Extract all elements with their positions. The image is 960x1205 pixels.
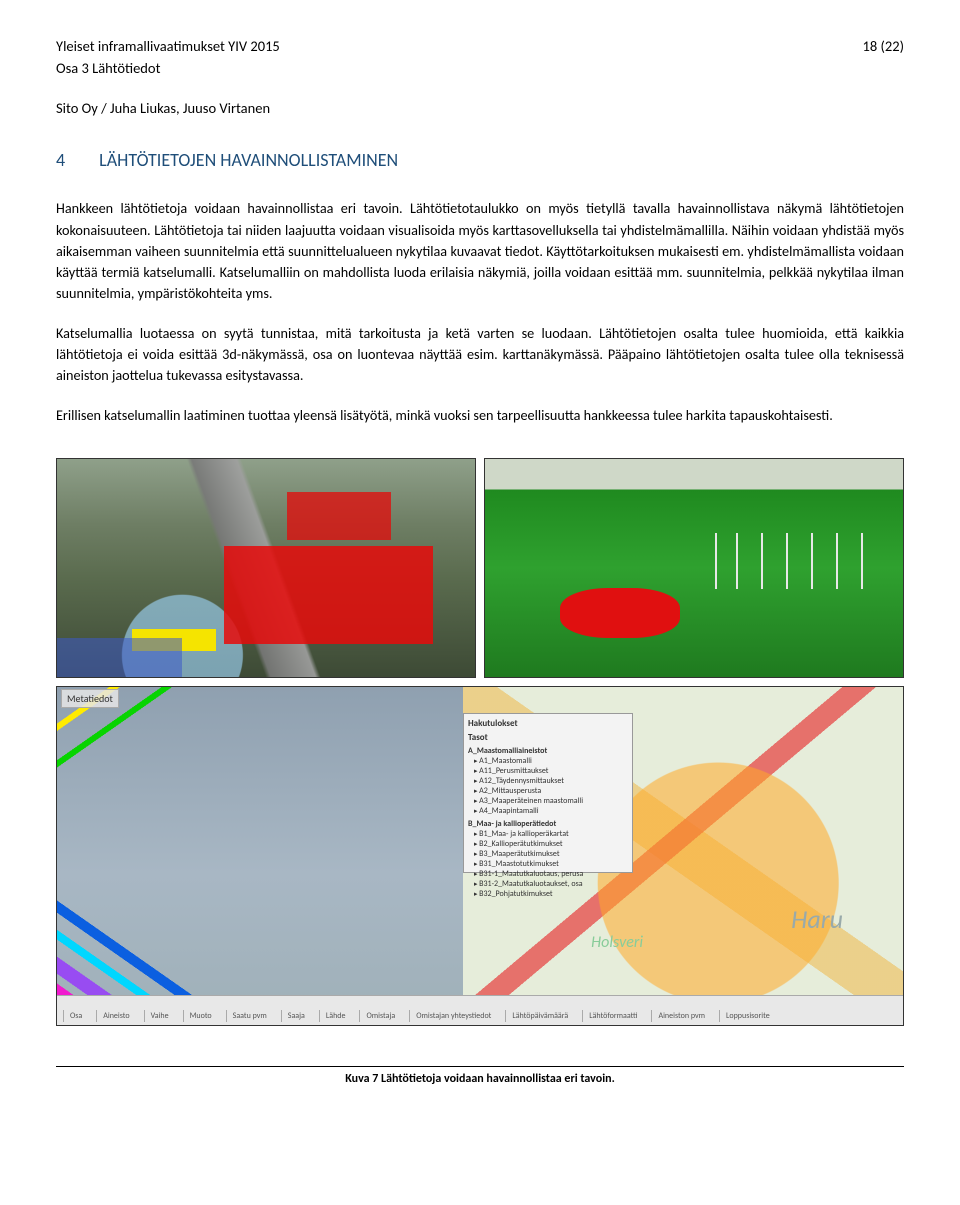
- panel-item: B31_Maastotutkimukset: [474, 859, 628, 869]
- layer-panel: Hakutulokset Tasot A_Maastomalliaineisto…: [463, 713, 633, 873]
- meta-col: Saatu pvm: [226, 1010, 273, 1022]
- doc-title-1: Yleiset inframallivaatimukset YIV 2015: [56, 36, 280, 58]
- paragraph-3: Erillisen katselumallin laatiminen tuott…: [56, 405, 904, 426]
- figure-caption: Kuva 7 Lähtötietoja voidaan havainnollis…: [56, 1066, 904, 1088]
- panel-item: B1_Maa- ja kallioperäkartat: [474, 829, 628, 839]
- panel-item: B2_Kallioperätutkimukset: [474, 839, 628, 849]
- meta-col: Omistaja: [359, 1010, 401, 1022]
- meta-col: Aineiston pvm: [651, 1010, 711, 1022]
- figure-map-combo: Metatiedot Haru Holsveri Hakutulokset Ta…: [56, 686, 904, 1026]
- meta-col: Lähtöformaatti: [582, 1010, 643, 1022]
- panel-item: B3_Maaperätutkimukset: [474, 849, 628, 859]
- page-indicator: 18 (22): [863, 36, 904, 58]
- section-heading: 4 LÄHTÖTIETOJEN HAVAINNOLLISTAMINEN: [56, 147, 904, 174]
- meta-col: Omistajan yhteystiedot: [409, 1010, 497, 1022]
- meta-col: Saaja: [281, 1010, 311, 1022]
- panel-list-a: A1_Maastomalli A11_Perusmittaukset A12_T…: [468, 756, 628, 816]
- figure-top-row: [56, 458, 904, 678]
- metadata-columns-bar: Osa Aineisto Vaihe Muoto Saatu pvm Saaja…: [57, 995, 903, 1025]
- section-title: LÄHTÖTIETOJEN HAVAINNOLLISTAMINEN: [99, 149, 398, 171]
- meta-col: Vaihe: [144, 1010, 175, 1022]
- panel-item: B31-2_Maatutkaluotaukset, osa: [474, 879, 628, 889]
- panel-item: A1_Maastomalli: [474, 756, 628, 766]
- panel-item: A4_Maapintamalli: [474, 806, 628, 816]
- panel-cat-a: A_Maastomalliaineistot: [468, 746, 628, 756]
- panel-item: B32_Pohjatutkimukset: [474, 889, 628, 899]
- meta-col: Osa: [63, 1010, 88, 1022]
- doc-title-2: Osa 3 Lähtötiedot: [56, 58, 904, 80]
- panel-item: A3_Maaperäteinen maastomalli: [474, 796, 628, 806]
- map-label-holsveri: Holsveri: [591, 931, 643, 955]
- figure-terrain-model: [484, 458, 904, 678]
- meta-col: Aineisto: [96, 1010, 135, 1022]
- panel-item: B31-1_Maatutkaluotaus, perusa: [474, 869, 628, 879]
- panel-item: A2_Mittausperusta: [474, 786, 628, 796]
- panel-cat-b: B_Maa- ja kallioperätiedot: [468, 819, 628, 829]
- panel-item: A12_Täydennysmittaukset: [474, 776, 628, 786]
- paragraph-1: Hankkeen lähtötietoja voidaan havainnoll…: [56, 198, 904, 304]
- panel-item: A11_Perusmittaukset: [474, 766, 628, 776]
- authors-line: Sito Oy / Juha Liukas, Juuso Virtanen: [56, 98, 904, 120]
- paragraph-2: Katselumallia luotaessa on syytä tunnist…: [56, 323, 904, 387]
- meta-col: Lähde: [319, 1010, 352, 1022]
- meta-col: Muoto: [183, 1010, 218, 1022]
- panel-title-1: Hakutulokset: [468, 718, 628, 729]
- metadata-label: Metatiedot: [61, 689, 119, 708]
- meta-col: Loppusisorite: [719, 1010, 776, 1022]
- panel-list-b: B1_Maa- ja kallioperäkartat B2_Kallioper…: [468, 829, 628, 899]
- meta-col: Lähtöpäivämäärä: [505, 1010, 574, 1022]
- section-number: 4: [56, 149, 65, 171]
- panel-title-2: Tasot: [468, 732, 628, 743]
- map-label-haru: Haru: [791, 900, 843, 939]
- figure-aerial: [56, 458, 476, 678]
